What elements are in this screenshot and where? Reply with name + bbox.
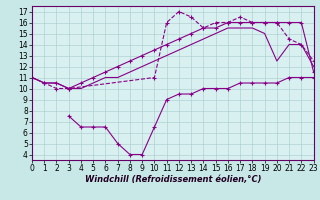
X-axis label: Windchill (Refroidissement éolien,°C): Windchill (Refroidissement éolien,°C) [84,175,261,184]
